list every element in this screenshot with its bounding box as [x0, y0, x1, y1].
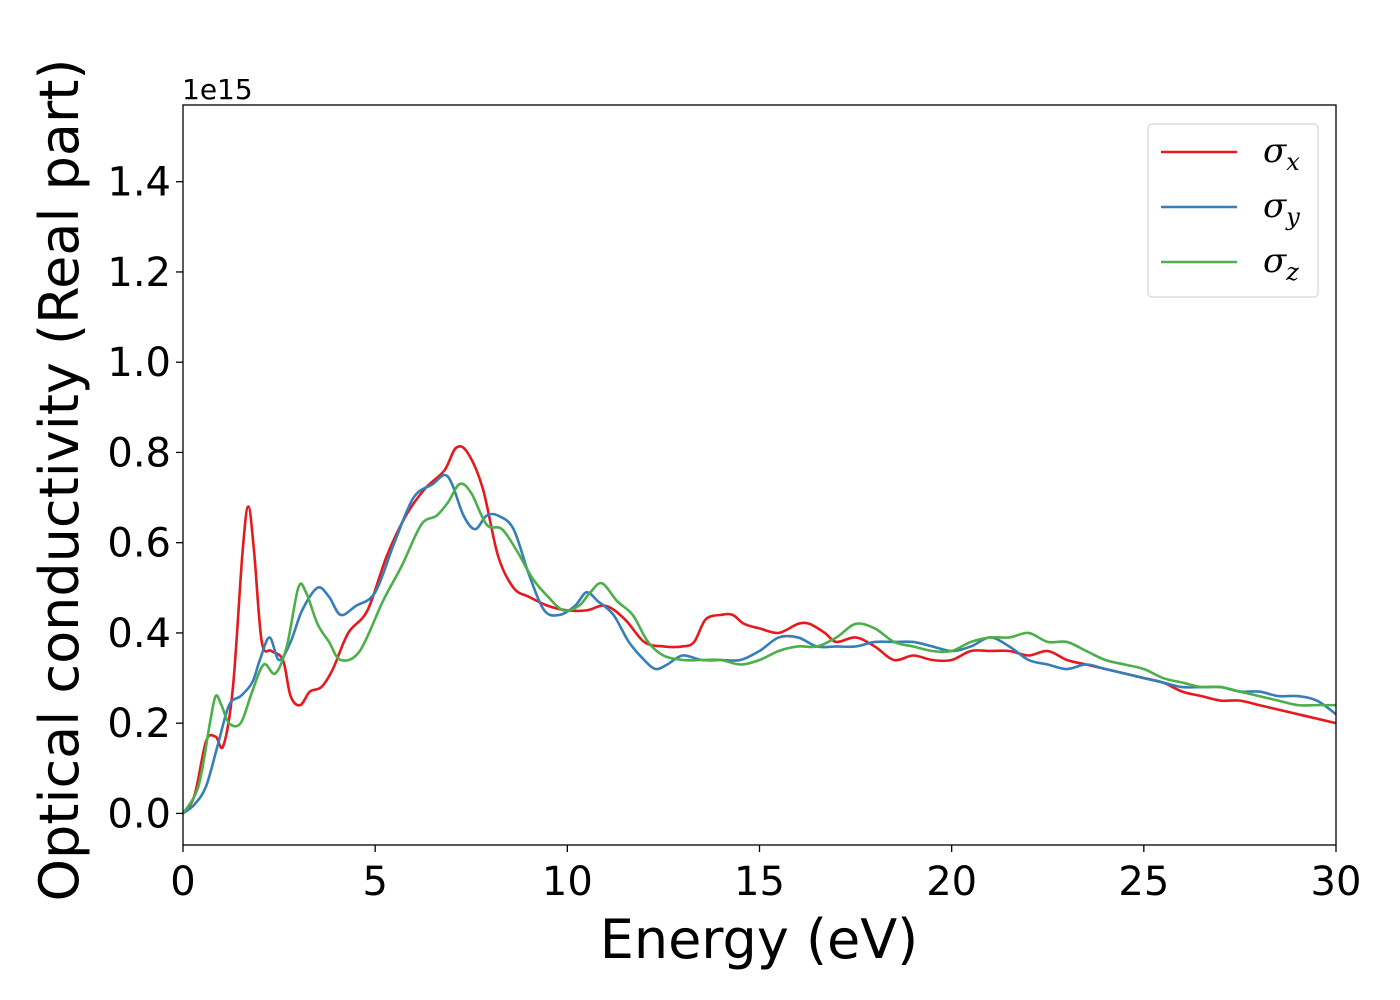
x-tick-label: 0	[170, 859, 195, 905]
x-tick-label: 10	[542, 859, 593, 905]
legend-frame	[1147, 123, 1319, 298]
series-layer	[183, 444, 1336, 815]
legend-label-z: σz	[1263, 241, 1299, 286]
y-tick-label: 0.4	[107, 611, 171, 657]
y-axis-title: Optical conductivity (Real part)	[28, 59, 91, 902]
x-tick-label: 15	[734, 859, 785, 905]
y-tick-label: 1.0	[107, 340, 171, 386]
y-tick-label: 0.6	[107, 521, 171, 567]
legend: σx σy σz	[1147, 123, 1319, 298]
x-axis: 0 5 10 15 20 25 30	[170, 845, 1361, 905]
series-line-z	[183, 482, 1336, 815]
legend-label-y: σy	[1263, 186, 1300, 231]
x-tick-label: 25	[1118, 859, 1169, 905]
x-tick-label: 20	[926, 859, 977, 905]
y-axis: 0.0 0.2 0.4 0.6 0.8 1.0 1.2 1.4	[107, 160, 183, 837]
y-tick-label: 0.2	[107, 701, 171, 747]
x-axis-title: Energy (eV)	[600, 908, 919, 971]
y-offset-label: 1e15	[182, 73, 253, 106]
y-tick-label: 0.8	[107, 430, 171, 476]
x-tick-label: 5	[362, 859, 387, 905]
y-tick-label: 1.2	[107, 250, 171, 296]
y-tick-label: 1.4	[107, 160, 171, 206]
series-line-y	[183, 473, 1336, 815]
y-tick-label: 0.0	[107, 791, 171, 837]
x-tick-label: 30	[1311, 859, 1362, 905]
legend-label-x: σx	[1263, 131, 1300, 176]
